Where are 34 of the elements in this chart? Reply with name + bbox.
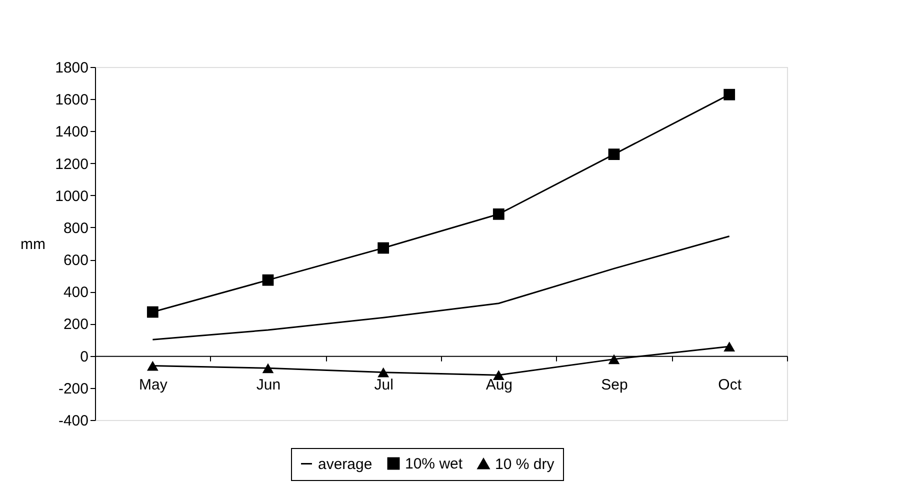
- point: [146, 306, 158, 318]
- x-tick-label: May: [138, 376, 168, 394]
- y-tick-label: 1000: [55, 188, 88, 205]
- y-tick-label: 1200: [55, 156, 88, 173]
- point: [724, 342, 736, 352]
- point: [262, 363, 274, 374]
- point: [378, 367, 390, 378]
- y-tick-label: 200: [63, 316, 88, 334]
- x-tick-label: Oct: [718, 376, 742, 394]
- y-tick-label: 400: [63, 284, 88, 302]
- y-tick-label: 600: [63, 252, 88, 270]
- y-tick-label: 0: [80, 348, 88, 366]
- point: [492, 208, 504, 220]
- point: [608, 354, 620, 364]
- y-tick-label: -200: [58, 380, 88, 398]
- y-tick-label: 1600: [55, 92, 88, 109]
- line-series: [152, 236, 730, 340]
- y-tick-label: 800: [63, 220, 88, 237]
- y-axis-title: mm: [20, 236, 46, 253]
- y-tick-label: -400: [58, 412, 88, 430]
- legend-label: 10% wet: [405, 456, 464, 473]
- x-tick-label: Sep: [601, 376, 628, 394]
- point: [262, 274, 274, 286]
- point: [724, 88, 736, 100]
- x-tick-label: Jun: [256, 376, 281, 394]
- x-tick-label: Aug: [486, 376, 513, 394]
- point: [608, 148, 620, 160]
- x-tick-label: Jul: [374, 376, 394, 394]
- y-tick-label: 1800: [55, 60, 88, 76]
- point: [378, 242, 390, 254]
- y-tick-label: 1400: [55, 124, 88, 141]
- legend-label: 10 % dry: [495, 456, 555, 473]
- point: [146, 360, 158, 371]
- legend-label: average: [318, 456, 372, 473]
